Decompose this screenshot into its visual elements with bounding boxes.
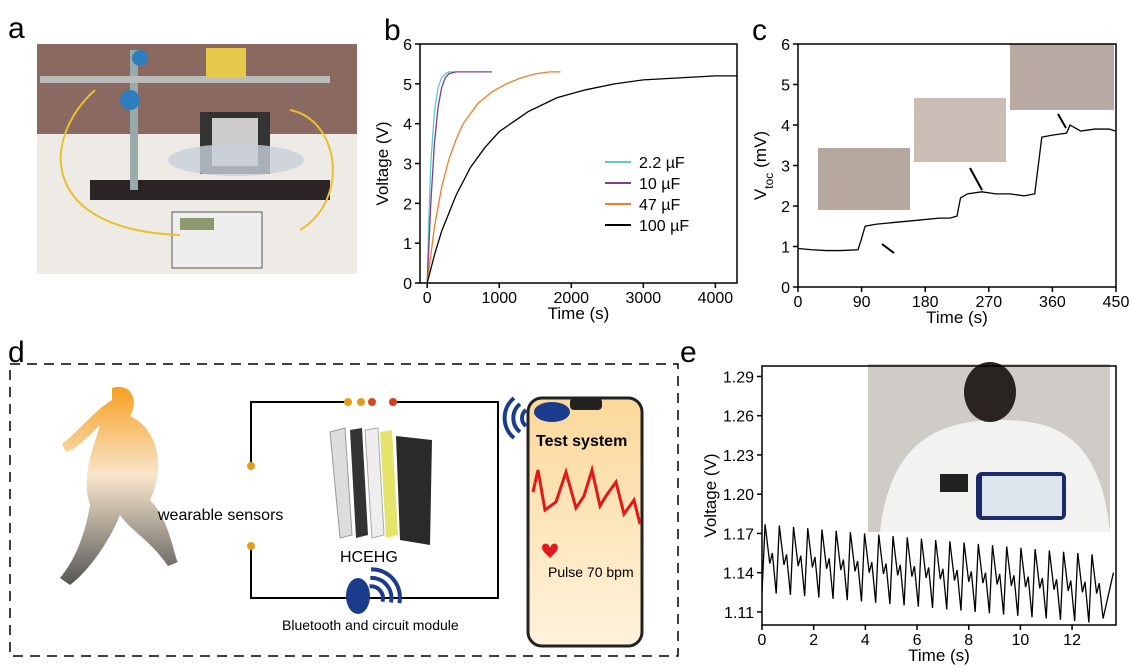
y-tick-label: 1.14 — [723, 566, 754, 583]
x-tick-label: 360 — [1039, 294, 1066, 311]
diagram-label: HCEHG — [340, 549, 398, 566]
data-line — [797, 124, 1117, 252]
diagram-label: Pulse 70 bpm — [548, 564, 634, 580]
y-tick-label: 0 — [403, 276, 412, 293]
x-tick-label: 2 — [809, 632, 818, 649]
phone — [502, 396, 644, 648]
y-tick-label: 1 — [781, 240, 790, 257]
x-tick-label: 90 — [853, 294, 871, 311]
y-tick-label: 5 — [781, 78, 790, 95]
node — [247, 462, 255, 470]
inset-photo — [914, 98, 1006, 162]
panel-label: d — [8, 336, 25, 369]
data-line — [761, 524, 1115, 623]
plot-frame — [419, 43, 738, 284]
diagram-label: Test system — [536, 433, 627, 450]
diagram-frame — [9, 363, 679, 657]
y-tick-label: 3 — [781, 159, 790, 176]
y-axis-label-part: toc — [762, 173, 776, 189]
y-tick-label: 4 — [781, 118, 790, 135]
y-tick-label: 1.23 — [723, 448, 754, 465]
x-tick-label: 10 — [1011, 632, 1029, 649]
y-tick-label: 1.17 — [723, 526, 754, 543]
y-tick-label: 1.29 — [723, 369, 754, 386]
x-tick-label: 3000 — [626, 290, 662, 307]
y-tick-label: 6 — [403, 37, 412, 54]
data-line — [426, 71, 561, 284]
y-tick-label: 6 — [781, 37, 790, 54]
legend-label: 100 µF — [639, 218, 689, 235]
x-axis-label: Time (s) — [926, 308, 988, 327]
y-tick-label: 4 — [403, 117, 412, 134]
node — [247, 542, 255, 550]
x-tick-label: 1000 — [481, 290, 517, 307]
panel-label: c — [752, 14, 767, 47]
x-tick-label: 12 — [1063, 632, 1081, 649]
x-tick-label: 6 — [913, 632, 922, 649]
y-axis-label: Voltage (V) — [373, 121, 392, 205]
photo-setup — [37, 44, 357, 274]
x-tick-label: 270 — [975, 294, 1002, 311]
x-tick-label: 450 — [1103, 294, 1130, 311]
x-tick-label: 2000 — [553, 290, 589, 307]
x-tick-label: 0 — [758, 632, 767, 649]
circuit — [250, 401, 499, 599]
y-axis-label-part: (mV) — [751, 131, 770, 168]
x-tick-label: 0 — [794, 294, 803, 311]
panel-label: b — [384, 14, 401, 47]
runner — [60, 386, 178, 585]
y-tick-label: 2 — [403, 196, 412, 213]
x-tick-label: 4 — [861, 632, 870, 649]
inset-photo — [818, 148, 910, 210]
y-axis-label: Voltage (V) — [701, 453, 720, 537]
y-tick-label: 1.26 — [723, 409, 754, 426]
x-tick-label: 180 — [912, 294, 939, 311]
diagram-label: Bluetooth and circuit module — [282, 617, 459, 633]
data-line — [426, 75, 737, 284]
data-line — [426, 71, 457, 284]
x-tick-label: 4000 — [698, 290, 734, 307]
y-axis-label-part: V — [751, 188, 770, 200]
y-tick-label: 2 — [781, 199, 790, 216]
x-axis-label: Time (s) — [548, 304, 610, 323]
y-tick-label: 1 — [403, 236, 412, 253]
data-line — [426, 71, 493, 284]
x-tick-label: 8 — [964, 632, 973, 649]
inset-photo — [1010, 44, 1114, 110]
legend-label: 47 µF — [639, 197, 680, 214]
legend-label: 2.2 µF — [639, 155, 685, 172]
x-axis-label: Time (s) — [908, 646, 970, 665]
y-axis-label-part: Voltage (V) — [701, 453, 720, 537]
y-tick-label: 0 — [781, 280, 790, 297]
x-tick-label: 0 — [423, 290, 432, 307]
y-tick-label: 1.11 — [724, 605, 754, 622]
diagram-label: wearable sensors — [157, 507, 283, 524]
panel-label: a — [8, 12, 25, 45]
legend-label: 10 µF — [639, 176, 680, 193]
bluetooth-icon — [346, 567, 402, 614]
y-tick-label: 3 — [403, 157, 412, 174]
plot-frame — [761, 365, 1117, 626]
y-tick-label: 5 — [403, 77, 412, 94]
y-tick-label: 1.20 — [723, 487, 754, 504]
panel-label: e — [680, 336, 697, 369]
device — [329, 398, 432, 545]
arrows — [881, 113, 1067, 254]
y-axis-label-part: Voltage (V) — [373, 121, 392, 205]
inset-photo — [868, 362, 1110, 532]
y-axis-label: Vtoc (mV) — [751, 131, 776, 200]
